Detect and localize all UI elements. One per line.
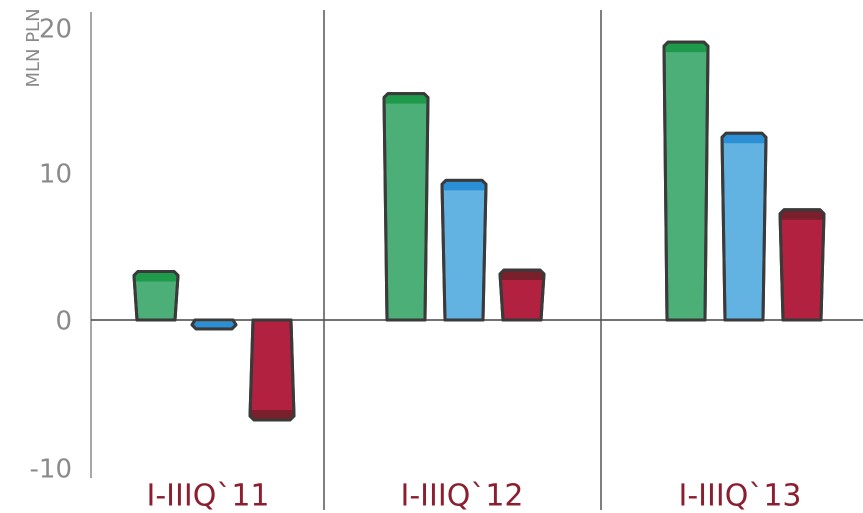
bar-s1-c3 bbox=[662, 40, 710, 322]
bar-cap-s1-c3 bbox=[664, 42, 708, 53]
bar-s2-c3 bbox=[720, 131, 768, 322]
category-label: I-IIIQ`12 bbox=[400, 479, 523, 513]
category-label: I-IIIQ`11 bbox=[146, 479, 269, 513]
bar-cap-s1-c2 bbox=[384, 93, 428, 104]
bar-cap-s1-c1 bbox=[134, 271, 178, 282]
bar-outline-s3-c3 bbox=[778, 208, 826, 322]
y-tick-label: 20 bbox=[39, 15, 72, 45]
bar-s2-c2 bbox=[440, 178, 488, 322]
bar-s3-c1 bbox=[248, 318, 296, 422]
y-axis-title: MLN PLN bbox=[23, 8, 44, 87]
bar-outline-s3-c2 bbox=[498, 268, 546, 322]
category-label: I-IIIQ`13 bbox=[678, 479, 801, 513]
bar-cap-s2-c2 bbox=[442, 180, 486, 191]
bar-outline-s2-c2 bbox=[440, 178, 488, 322]
y-tick-label: -10 bbox=[30, 455, 72, 485]
bar-cap-s2-c3 bbox=[722, 133, 766, 144]
bar-outline-s1-c3 bbox=[662, 40, 710, 322]
bar-cap-s3-c1 bbox=[250, 409, 294, 420]
bar-outline-s1-c2 bbox=[382, 92, 430, 322]
bar-outline-s2-c1 bbox=[190, 318, 238, 331]
bar-outline-s3-c1 bbox=[248, 318, 296, 422]
bar-outline-s1-c1 bbox=[132, 269, 180, 322]
bars-group bbox=[132, 40, 826, 422]
bar-s3-c3 bbox=[778, 208, 826, 322]
y-tick-label: 10 bbox=[39, 160, 72, 190]
bar-cap-s3-c3 bbox=[780, 209, 824, 220]
bar-s1-c2 bbox=[382, 92, 430, 322]
bar-cap-s2-c1 bbox=[192, 322, 236, 329]
y-tick-label: 0 bbox=[55, 307, 72, 337]
bar-cap-s3-c2 bbox=[500, 270, 544, 281]
bar-outline-s2-c3 bbox=[720, 131, 768, 322]
